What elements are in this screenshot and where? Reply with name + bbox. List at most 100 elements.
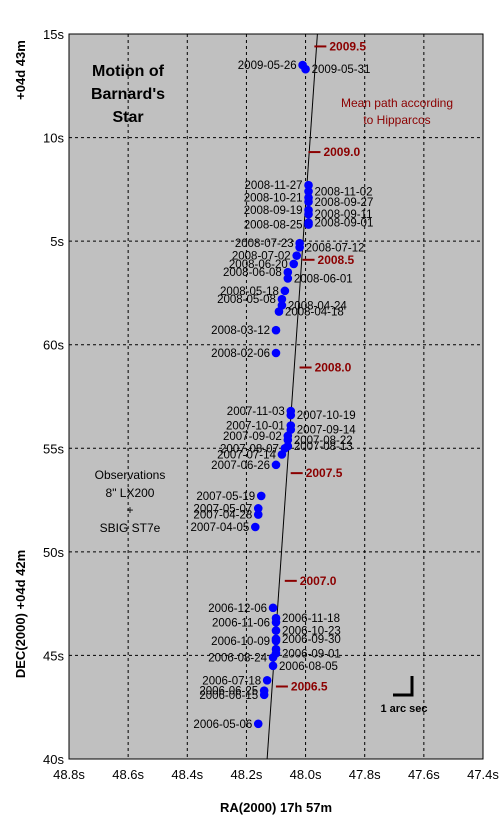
observation-date-label: 2006-06-15 (199, 690, 258, 702)
observation-point (292, 251, 302, 260)
observation-point (304, 187, 313, 196)
observation-date-label: 2008-07-23 (235, 238, 294, 250)
x-tick-label: 47.6s (408, 767, 440, 782)
observations-note: Observations 8" LX200 + SBIG ST7e (95, 468, 166, 535)
title-line-1: Motion of (92, 63, 165, 80)
observation-point (304, 218, 313, 227)
year-marker-label: 2008.5 (318, 253, 355, 267)
title-line-2: Barnard's (91, 86, 165, 103)
observation-date-label: 2006-08-05 (279, 661, 338, 673)
y-tick-label: 40s (43, 752, 64, 767)
observation-point (271, 636, 281, 646)
mean-path-note-line-2: to Hipparcos (363, 113, 430, 127)
observation-date-label: 2008-05-08 (217, 294, 276, 306)
observations-note-line-1: Observations (95, 468, 166, 482)
observation-date-label: 2008-05-18 (220, 286, 279, 298)
x-tick-label: 48.2s (231, 767, 263, 782)
observation-point (304, 193, 313, 202)
year-marker-label: 2007.5 (306, 466, 343, 480)
observation-date-label: 2008-06-08 (223, 267, 282, 279)
x-tick-label: 48.8s (53, 767, 85, 782)
y-tick-label: 45s (43, 648, 64, 663)
observation-point (304, 180, 313, 190)
observation-date-label: 2006-10-23 (282, 626, 341, 638)
x-tick-labels: 48.8s 48.6s 48.4s 48.2s 48.0s 47.8s 47.6s 47.4s (53, 767, 499, 782)
y-tick-label: 50s (43, 545, 64, 560)
observation-date-label: 2008-11-02 (315, 186, 373, 198)
observation-point (271, 626, 281, 635)
observation-point (283, 274, 293, 283)
observation-date-label: 2007-04-05 (190, 522, 249, 534)
observation-point (253, 504, 263, 513)
observation-date-label: 2007-09-02 (223, 431, 282, 443)
observation-date-label: 2007-05-07 (193, 503, 252, 515)
observation-point (301, 64, 310, 74)
y-tick-label: 55s (43, 441, 64, 456)
observation-point (289, 259, 299, 269)
data-points: 2006-05-06 2006-06-152006-06-252006-07-18… (190, 60, 373, 731)
observation-date-label: 2008-07-12 (306, 242, 365, 254)
observation-date-label: 2008-09-27 (315, 197, 374, 209)
x-tick-label: 47.8s (349, 767, 381, 782)
observation-date-label: 2009-05-26 (238, 60, 297, 72)
observation-date-label: 2006-07-18 (202, 675, 261, 687)
mean-path-note: Mean path according to Hipparcos (341, 96, 453, 127)
observation-date-label: 2008-09-01 (315, 218, 374, 230)
observation-date-label: 2007-09-14 (297, 425, 356, 437)
y-tick-label: 5s (50, 234, 64, 249)
observation-date-label: 2007-08-07 (220, 443, 279, 455)
observation-point (271, 348, 281, 358)
observation-point (280, 286, 290, 296)
observation-date-label: 2006-12-06 (208, 603, 267, 615)
observation-point (253, 510, 263, 519)
observation-point (256, 491, 266, 501)
observation-point (268, 603, 278, 613)
observations-note-line-4: SBIG ST7e (100, 521, 161, 535)
year-markers: 2006.5 2007.0 2007.5 2008.0 2008.5 2009.0 2009… (275, 39, 366, 694)
observation-date-label: 2008-02-06 (211, 348, 270, 360)
mean-path-note-line-1: Mean path according (341, 96, 453, 110)
observation-point (251, 522, 260, 532)
chart-title: Motion of Barnard's Star (91, 63, 165, 126)
year-marker-label: 2009.5 (329, 39, 366, 53)
grid-lines (69, 34, 483, 759)
observation-date-label: 2006-06-25 (199, 686, 258, 698)
observation-date-label: 2008-08-25 (244, 220, 303, 232)
observation-date-label: 2006-08-24 (208, 653, 267, 665)
observation-point (286, 421, 296, 430)
observation-date-label: 2008-11-27 (245, 180, 303, 192)
scale-bar-label: 1 arc sec (380, 703, 427, 715)
observation-point (304, 205, 313, 215)
observation-date-label: 2006-11-06 (212, 617, 270, 629)
y-tick-labels: 40s 45s 50s 55s 60s 5s 10s 15s (43, 27, 64, 767)
observation-point (277, 294, 287, 304)
observation-date-label: 2006-09-30 (282, 634, 341, 646)
observation-date-label: 2008-09-19 (244, 205, 303, 217)
observation-date-label: 2008-09-11 (315, 209, 373, 221)
year-marker-label: 2008.0 (315, 361, 352, 375)
x-tick-label: 48.0s (290, 767, 322, 782)
observation-date-label: 2006-10-09 (211, 636, 270, 648)
observation-date-label: 2008-04-24 (288, 300, 347, 312)
observation-date-label: 2007-08-13 (294, 441, 353, 453)
x-tick-label: 48.4s (171, 767, 203, 782)
y-tick-label: 10s (43, 131, 64, 146)
year-marker-label: 2009.0 (323, 145, 360, 159)
y-tick-label: 60s (43, 338, 64, 353)
observation-point (271, 460, 281, 470)
scale-bar-glyph (393, 676, 414, 697)
observation-point (286, 406, 296, 416)
y-tick-label: 15s (43, 27, 64, 42)
y-axis-label-upper: +04d 43m (13, 40, 28, 100)
observation-date-label: 2008-04-18 (285, 307, 344, 319)
observation-date-label: 2008-07-02 (232, 251, 291, 263)
year-marker-label: 2007.0 (300, 574, 337, 588)
observation-date-label: 2007-08-22 (294, 435, 353, 447)
observation-date-label: 2006-11-18 (282, 613, 340, 625)
observation-point (262, 675, 272, 685)
observation-point (259, 686, 269, 695)
observation-point (283, 267, 293, 277)
observation-date-label: 2006-09-01 (282, 648, 341, 660)
observation-date-label: 2008-06-01 (294, 273, 353, 285)
